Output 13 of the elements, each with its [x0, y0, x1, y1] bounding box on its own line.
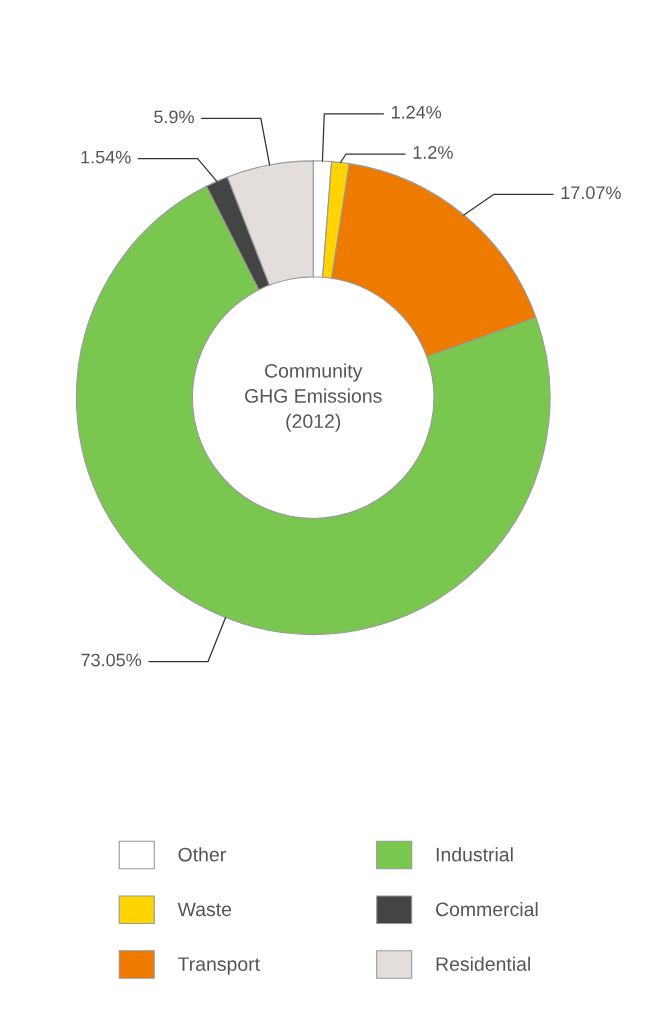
data-label: 1.2%: [413, 146, 453, 159]
legend-label: Waste: [177, 902, 232, 917]
legend-label: Other: [178, 847, 226, 862]
data-label: 5.9%: [154, 110, 194, 124]
legend-label: Industrial: [436, 847, 513, 862]
legend-label: Commercial: [436, 901, 538, 917]
legend-label: Residential: [436, 956, 530, 971]
data-label: 1.54%: [81, 150, 131, 164]
data-label: 1.24%: [391, 105, 442, 119]
data-label: 73.05%: [81, 653, 142, 667]
data-label: 17.07%: [561, 186, 621, 200]
legend-label: Transport: [178, 957, 260, 975]
text: Community GHG Emissions (2012): [245, 363, 382, 432]
